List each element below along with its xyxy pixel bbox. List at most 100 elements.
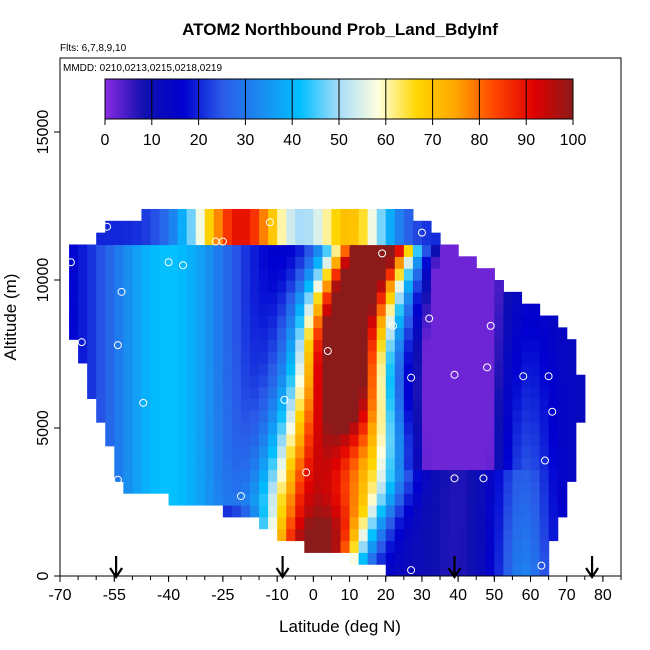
chart-title: ATOM2 Northbound Prob_Land_BdyInf: [182, 20, 498, 39]
heatmap-cell: [403, 374, 414, 388]
heatmap-cell: [295, 481, 305, 494]
heatmap-cell: [150, 362, 161, 376]
heatmap-cell: [286, 362, 296, 376]
heatmap-cell: [114, 280, 124, 293]
heatmap-cell: [168, 268, 179, 281]
heatmap-cell: [430, 445, 441, 459]
heatmap-cell: [485, 516, 495, 530]
heatmap-cell: [259, 280, 269, 293]
heatmap-cell: [566, 351, 577, 364]
heatmap-cell: [240, 457, 251, 471]
colorbar-tick-label: 50: [330, 132, 348, 149]
heatmap-cell: [521, 386, 532, 399]
heatmap-cell: [295, 244, 305, 257]
heatmap-cell: [304, 433, 314, 447]
heatmap-cell: [259, 232, 269, 246]
heatmap-cell: [123, 445, 133, 459]
heatmap-cell: [440, 398, 450, 411]
heatmap-cell: [449, 256, 459, 269]
heatmap-cell: [548, 398, 559, 411]
heatmap-cell: [403, 339, 414, 352]
heatmap-cell: [557, 398, 568, 411]
heatmap-cell: [331, 457, 342, 471]
heatmap-cell: [168, 457, 179, 471]
heatmap-cell: [177, 303, 188, 317]
heatmap-cell: [503, 386, 514, 399]
heatmap-cell: [141, 327, 152, 340]
heatmap-cell: [123, 220, 133, 234]
heatmap-cell: [322, 410, 333, 423]
heatmap-cell: [440, 303, 450, 317]
heatmap-cell: [440, 540, 450, 553]
heatmap-cell: [150, 374, 161, 388]
heatmap-cell: [250, 410, 260, 423]
heatmap-cell: [539, 422, 550, 435]
heatmap-cell: [186, 386, 197, 399]
heatmap-cell: [222, 457, 233, 471]
heatmap-cell: [503, 339, 514, 352]
heatmap-cell: [213, 481, 224, 494]
heatmap-cell: [168, 398, 179, 411]
heatmap-cell: [204, 493, 215, 506]
heatmap-cell: [367, 244, 378, 257]
heatmap-cell: [268, 256, 278, 269]
heatmap-cell: [250, 398, 260, 411]
heatmap-cell: [322, 220, 333, 234]
heatmap-cell: [403, 244, 414, 257]
heatmap-cell: [277, 280, 287, 293]
heatmap-cell: [494, 315, 504, 328]
heatmap-cell: [394, 516, 405, 530]
heatmap-cell: [385, 280, 396, 293]
heatmap-cell: [159, 208, 170, 222]
heatmap-cell: [530, 528, 541, 542]
heatmap-cell: [259, 362, 269, 376]
heatmap-cell: [240, 422, 251, 435]
heatmap-cell: [430, 327, 441, 340]
x-tick-label: -25: [211, 587, 234, 604]
heatmap-cell: [123, 457, 133, 471]
heatmap-cell: [222, 220, 233, 234]
heatmap-cell: [539, 327, 550, 340]
heatmap-cell: [159, 220, 170, 234]
heatmap-cell: [340, 386, 351, 399]
heatmap-cell: [440, 362, 450, 376]
heatmap-cell: [240, 327, 251, 340]
profile-arrow: [275, 556, 290, 579]
heatmap-cell: [150, 244, 161, 257]
heatmap-cell: [421, 564, 432, 576]
heatmap-cell: [476, 268, 486, 281]
heatmap-cell: [521, 315, 532, 328]
heatmap-cell: [403, 481, 414, 494]
heatmap-cell: [87, 268, 97, 281]
heatmap-cell: [231, 327, 242, 340]
heatmap-cell: [548, 386, 559, 399]
heatmap-cell: [204, 244, 215, 257]
heatmap-cell: [385, 410, 396, 423]
heatmap-cell: [494, 280, 504, 293]
heatmap-cell: [385, 244, 396, 257]
heatmap-cell: [123, 315, 133, 328]
heatmap-cell: [430, 362, 441, 376]
heatmap-cell: [440, 339, 450, 352]
heatmap-cell: [277, 481, 287, 494]
heatmap-cell: [322, 528, 333, 542]
heatmap-cell: [186, 457, 197, 471]
heatmap-cell: [376, 516, 387, 530]
heatmap-cell: [150, 327, 161, 340]
heatmap-cell: [340, 339, 351, 352]
heatmap-cell: [168, 493, 179, 506]
heatmap-cell: [87, 386, 97, 399]
heatmap-cell: [186, 315, 197, 328]
heatmap-cell: [476, 315, 486, 328]
heatmap-cell: [449, 315, 459, 328]
heatmap-cell: [449, 280, 459, 293]
heatmap-cell: [150, 291, 161, 305]
heatmap-cell: [195, 481, 206, 494]
heatmap-cell: [231, 351, 242, 364]
heatmap-cell: [430, 540, 441, 553]
heatmap-cell: [467, 327, 477, 340]
heatmap-cell: [114, 339, 124, 352]
heatmap-cell: [259, 445, 269, 459]
heatmap-cell: [494, 374, 504, 388]
